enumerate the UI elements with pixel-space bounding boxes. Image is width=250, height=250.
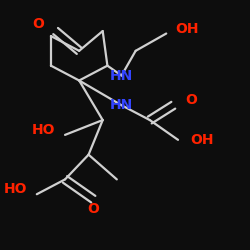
Text: O: O [185, 93, 197, 107]
Text: HN: HN [110, 98, 133, 112]
Text: HO: HO [32, 123, 56, 137]
Text: OH: OH [190, 133, 213, 147]
Text: O: O [87, 202, 99, 216]
Text: HN: HN [110, 68, 133, 82]
Text: HO: HO [4, 182, 28, 196]
Text: O: O [32, 17, 44, 31]
Text: OH: OH [176, 22, 199, 36]
